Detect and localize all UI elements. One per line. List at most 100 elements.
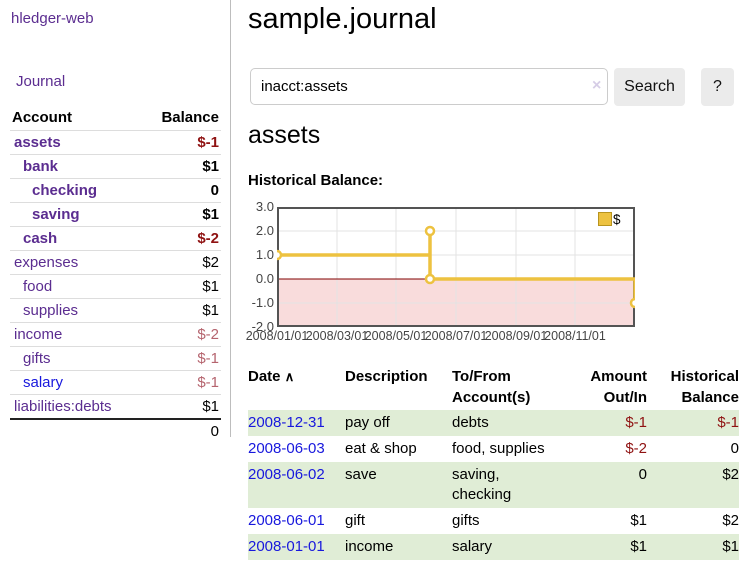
accounts-total-row: 0 (10, 418, 221, 443)
column-header-date[interactable]: Date ∧ (248, 364, 345, 410)
transaction-row: 2008-06-01 gift gifts $1 $2 (248, 508, 739, 534)
account-link-food[interactable]: food (23, 278, 53, 295)
account-link-salary[interactable]: salary (23, 374, 64, 391)
accounts-table: Account Balance assets $-1 bank $1 check… (10, 106, 221, 443)
y-tick: 2.0 (255, 223, 274, 238)
y-tick: 0.0 (255, 271, 274, 286)
account-heading: assets (248, 121, 321, 149)
transaction-description: save (345, 462, 452, 508)
y-tick: -2.0 (251, 319, 274, 334)
transaction-description: gift (345, 512, 366, 529)
account-balance: $1 (141, 394, 221, 419)
account-link-gifts[interactable]: gifts (23, 350, 51, 367)
transaction-balance: $2 (722, 512, 739, 529)
date-header-label: Date (248, 368, 281, 385)
chart-title: Historical Balance: (248, 172, 384, 189)
transaction-description: eat & shop (345, 440, 417, 457)
account-row-supplies: supplies $1 (10, 298, 221, 323)
transaction-amount: $-1 (576, 410, 647, 436)
account-balance: $-1 (141, 370, 221, 395)
help-button[interactable]: ? (701, 68, 734, 106)
legend-label: $ (613, 212, 621, 227)
account-row-liabilities-debts: liabilities:debts $1 (10, 394, 221, 419)
accounts-table-header: Account Balance (10, 106, 221, 131)
account-balance: $1 (141, 154, 221, 179)
sidebar-item-journal[interactable]: Journal (16, 73, 66, 90)
register-table: Date ∧ Description To/From Account(s) Am… (248, 364, 739, 560)
account-link-bank[interactable]: bank (23, 158, 59, 175)
chart-legend: $ (598, 211, 621, 227)
amount-header-line1: Amount (590, 368, 647, 385)
transaction-date-link[interactable]: 2008-06-03 (248, 440, 325, 457)
x-tick: 2008/11/01 (544, 329, 606, 343)
x-tick: 2008/05/01 (364, 329, 428, 343)
account-balance: $1 (141, 298, 221, 323)
account-balance: $1 (141, 202, 221, 227)
transaction-description: income (345, 534, 452, 560)
transaction-balance: $-1 (647, 410, 739, 436)
transaction-amount: 0 (576, 462, 647, 508)
account-row-saving: saving $1 (10, 202, 221, 227)
account-balance: $-1 (141, 130, 221, 155)
account-link-liabilities-debts[interactable]: liabilities:debts (14, 398, 112, 415)
transaction-date-link[interactable]: 2008-12-31 (248, 414, 325, 431)
transaction-balance: $1 (647, 534, 739, 560)
account-balance: $-2 (141, 226, 221, 251)
transaction-row: 2008-06-03 eat & shop food, supplies $-2… (248, 436, 739, 462)
chart-plot-area (277, 207, 635, 327)
transaction-balance: $2 (647, 462, 739, 508)
transaction-date-link[interactable]: 2008-01-01 (248, 538, 325, 555)
account-row-checking: checking 0 (10, 178, 221, 203)
transaction-date-link[interactable]: 2008-06-01 (248, 512, 325, 529)
account-balance: $1 (141, 274, 221, 299)
x-tick: 2008/09/01 (484, 329, 548, 343)
column-header-amount: Amount Out/In (576, 364, 647, 410)
account-link-cash[interactable]: cash (23, 230, 58, 247)
x-tick: 2008/03/01 (305, 329, 369, 343)
account-link-supplies[interactable]: supplies (23, 302, 79, 319)
search-form: × Search ? (248, 68, 742, 106)
transaction-accounts: salary (452, 534, 576, 560)
search-input[interactable] (250, 68, 608, 105)
account-balance: $-2 (141, 322, 221, 347)
y-tick: 1.0 (255, 247, 274, 262)
balance-header-line2: Balance (681, 389, 739, 406)
transaction-accounts: debts (452, 410, 576, 436)
column-header-balance: Historical Balance (647, 364, 739, 410)
search-button[interactable]: Search (614, 68, 685, 106)
app-brand-link[interactable]: hledger-web (11, 10, 94, 27)
account-row-gifts: gifts $-1 (10, 346, 221, 371)
account-link-saving[interactable]: saving (32, 206, 80, 223)
account-link-expenses[interactable]: expenses (14, 254, 79, 271)
transaction-row: 2008-06-02 save saving, checking 0 $2 (248, 462, 739, 508)
transaction-row: 2008-01-01 income salary $1 $1 (248, 534, 739, 560)
legend-swatch (598, 212, 612, 226)
clear-search-icon[interactable]: × (592, 77, 602, 94)
account-link-checking[interactable]: checking (32, 182, 98, 199)
transaction-amount: $1 (630, 512, 647, 529)
column-header-description: Description (345, 368, 428, 385)
plot-border (277, 207, 635, 327)
transaction-amount: $-2 (625, 440, 647, 457)
account-row-assets: assets $-1 (10, 130, 221, 155)
accounts-total-balance: 0 (141, 418, 221, 443)
account-balance: $-1 (141, 346, 221, 371)
account-link-income[interactable]: income (14, 326, 63, 343)
balance-header-line1: Historical (670, 368, 739, 385)
accounts-header-line2: Account(s) (452, 389, 531, 406)
account-link-assets[interactable]: assets (14, 134, 61, 151)
balance-step-line (277, 229, 635, 303)
account-row-salary: salary $-1 (10, 370, 221, 395)
sidebar: hledger-web Journal Account Balance asse… (0, 0, 231, 443)
amount-header-line2: Out/In (603, 389, 647, 406)
accounts-header-balance: Balance (161, 109, 219, 126)
transaction-description: pay off (345, 410, 452, 436)
transaction-date-link[interactable]: 2008-06-02 (248, 466, 325, 483)
main-content: sample.journal × Search ? assets Histori… (246, 0, 742, 582)
sort-ascending-icon: ∧ (284, 369, 295, 384)
transaction-row: 2008-12-31 pay off debts $-1 $-1 (248, 410, 739, 436)
x-tick: 2008/01/01 (245, 329, 309, 343)
transaction-accounts: saving, checking (452, 462, 576, 508)
grid-lines (277, 207, 635, 327)
account-row-food: food $1 (10, 274, 221, 299)
